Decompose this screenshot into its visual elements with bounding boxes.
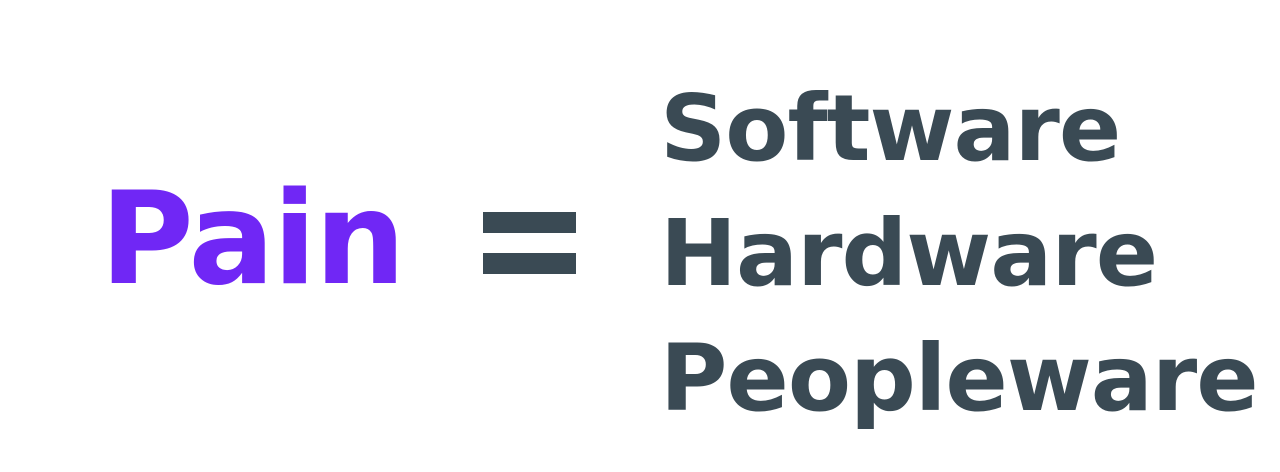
lhs-term: Pain	[100, 165, 406, 314]
equals-bottom-bar	[483, 253, 576, 274]
rhs-term-hardware: Hardware	[660, 200, 1158, 307]
rhs-term-peopleware: Peopleware	[660, 325, 1259, 432]
equals-sign	[483, 212, 576, 274]
rhs-term-software: Software	[660, 75, 1121, 182]
rhs-terms: Software Hardware Peopleware	[660, 66, 1259, 441]
equals-top-bar	[483, 212, 576, 233]
